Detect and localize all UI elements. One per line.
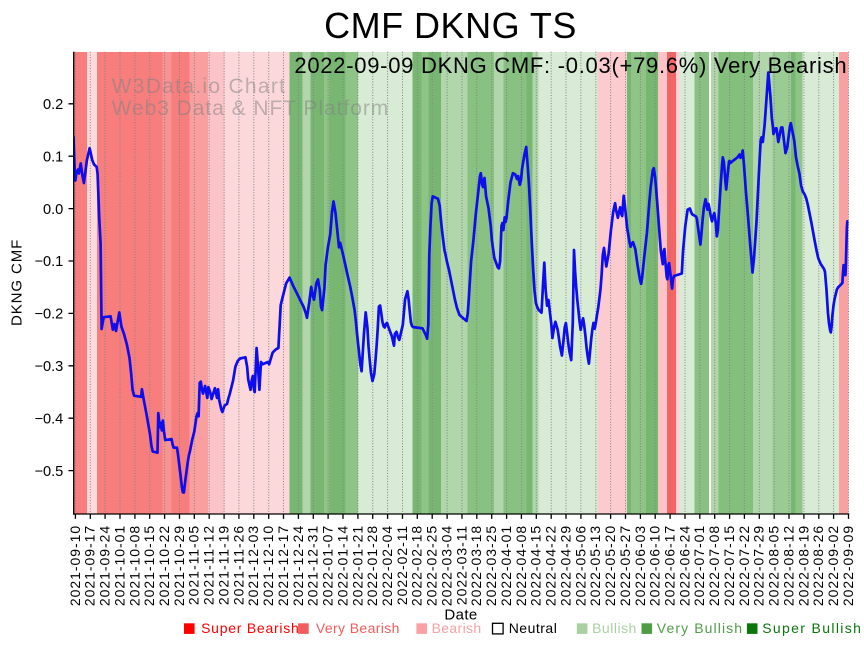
svg-text:2022-03-11: 2022-03-11 [453, 525, 469, 605]
svg-text:2022-02-25: 2022-02-25 [424, 525, 440, 606]
svg-text:2021-09-10: 2021-09-10 [67, 525, 83, 606]
svg-text:Web3 Data & NFT Platform: Web3 Data & NFT Platform [112, 97, 390, 120]
svg-text:2022-04-15: 2022-04-15 [528, 525, 544, 606]
svg-text:2022-09-09: 2022-09-09 [840, 525, 856, 606]
svg-text:2022-01-14: 2022-01-14 [334, 525, 350, 606]
svg-text:2022-04-29: 2022-04-29 [557, 525, 573, 606]
svg-text:2021-11-19: 2021-11-19 [216, 525, 232, 605]
svg-text:2022-06-03: 2022-06-03 [632, 525, 648, 606]
svg-text:2022-01-21: 2022-01-21 [349, 525, 365, 606]
svg-text:2021-11-26: 2021-11-26 [230, 525, 246, 605]
svg-text:0.0: 0.0 [43, 202, 63, 218]
svg-text:2021-10-22: 2021-10-22 [156, 525, 172, 606]
svg-text:0.1: 0.1 [43, 149, 63, 165]
svg-text:2022-05-06: 2022-05-06 [572, 525, 588, 606]
svg-text:Super Bearish: Super Bearish [201, 620, 299, 636]
svg-text:2022-04-08: 2022-04-08 [513, 525, 529, 606]
svg-text:2022-01-07: 2022-01-07 [320, 525, 336, 606]
svg-text:2022-07-08: 2022-07-08 [706, 525, 722, 606]
svg-text:−0.2: −0.2 [34, 307, 63, 323]
svg-text:2022-03-25: 2022-03-25 [483, 525, 499, 606]
svg-text:2021-10-01: 2021-10-01 [111, 525, 127, 606]
svg-text:2022-08-26: 2022-08-26 [810, 525, 826, 606]
svg-text:2021-09-24: 2021-09-24 [97, 525, 113, 606]
svg-text:2022-08-05: 2022-08-05 [766, 525, 782, 606]
svg-text:2021-12-17: 2021-12-17 [275, 525, 291, 606]
svg-text:2022-09-02: 2022-09-02 [825, 525, 841, 606]
svg-text:2021-11-12: 2021-11-12 [201, 525, 217, 605]
svg-text:0.2: 0.2 [43, 97, 63, 113]
svg-text:2022-07-29: 2022-07-29 [751, 525, 767, 606]
svg-text:2022-07-22: 2022-07-22 [736, 525, 752, 606]
svg-text:−0.4: −0.4 [34, 411, 63, 427]
svg-text:2022-01-28: 2022-01-28 [364, 525, 380, 606]
svg-text:DKNG CMF: DKNG CMF [9, 239, 26, 326]
svg-text:Very Bearish: Very Bearish [316, 620, 400, 636]
svg-text:2022-04-01: 2022-04-01 [498, 525, 514, 606]
svg-text:2021-12-24: 2021-12-24 [290, 525, 306, 606]
svg-text:2022-05-13: 2022-05-13 [587, 525, 603, 606]
svg-text:Bullish: Bullish [592, 620, 637, 636]
svg-text:2022-03-18: 2022-03-18 [468, 525, 484, 606]
svg-text:2022-05-27: 2022-05-27 [617, 525, 633, 606]
svg-text:2021-12-03: 2021-12-03 [245, 525, 261, 606]
svg-text:Bearish: Bearish [432, 620, 482, 636]
svg-text:CMF DKNG TS: CMF DKNG TS [324, 5, 577, 46]
svg-text:2022-07-15: 2022-07-15 [721, 525, 737, 606]
svg-text:2021-12-10: 2021-12-10 [260, 525, 276, 606]
svg-text:2021-10-29: 2021-10-29 [171, 525, 187, 606]
svg-text:2022-07-01: 2022-07-01 [691, 525, 707, 606]
svg-text:2021-09-17: 2021-09-17 [82, 525, 98, 606]
svg-text:−0.3: −0.3 [34, 359, 63, 375]
svg-text:2022-05-20: 2022-05-20 [602, 525, 618, 606]
svg-text:2021-11-05: 2021-11-05 [186, 525, 202, 605]
svg-text:2022-04-22: 2022-04-22 [543, 525, 559, 606]
svg-text:2022-02-18: 2022-02-18 [409, 525, 425, 606]
svg-text:2022-06-17: 2022-06-17 [662, 525, 678, 606]
svg-text:2022-08-12: 2022-08-12 [780, 525, 796, 606]
svg-text:Neutral: Neutral [509, 620, 558, 636]
svg-text:W3Data.io Chart: W3Data.io Chart [112, 75, 287, 98]
svg-text:2022-06-10: 2022-06-10 [647, 525, 663, 606]
svg-text:2022-02-11: 2022-02-11 [394, 525, 410, 605]
svg-text:2022-09-09 DKNG CMF: -0.03(+79: 2022-09-09 DKNG CMF: -0.03(+79.6%) Very … [294, 53, 847, 78]
svg-text:−0.5: −0.5 [34, 464, 63, 480]
svg-text:−0.1: −0.1 [34, 254, 63, 270]
svg-text:2022-06-24: 2022-06-24 [676, 525, 692, 606]
svg-text:2021-12-31: 2021-12-31 [305, 525, 321, 606]
svg-text:Super Bullish: Super Bullish [762, 620, 862, 636]
svg-text:2021-10-08: 2021-10-08 [126, 525, 142, 606]
svg-text:Date: Date [444, 606, 477, 623]
svg-text:2021-10-15: 2021-10-15 [141, 525, 157, 606]
svg-text:2022-03-04: 2022-03-04 [439, 525, 455, 606]
svg-text:2022-08-19: 2022-08-19 [795, 525, 811, 606]
svg-text:2022-02-04: 2022-02-04 [379, 525, 395, 606]
svg-text:Very Bullish: Very Bullish [657, 620, 743, 636]
